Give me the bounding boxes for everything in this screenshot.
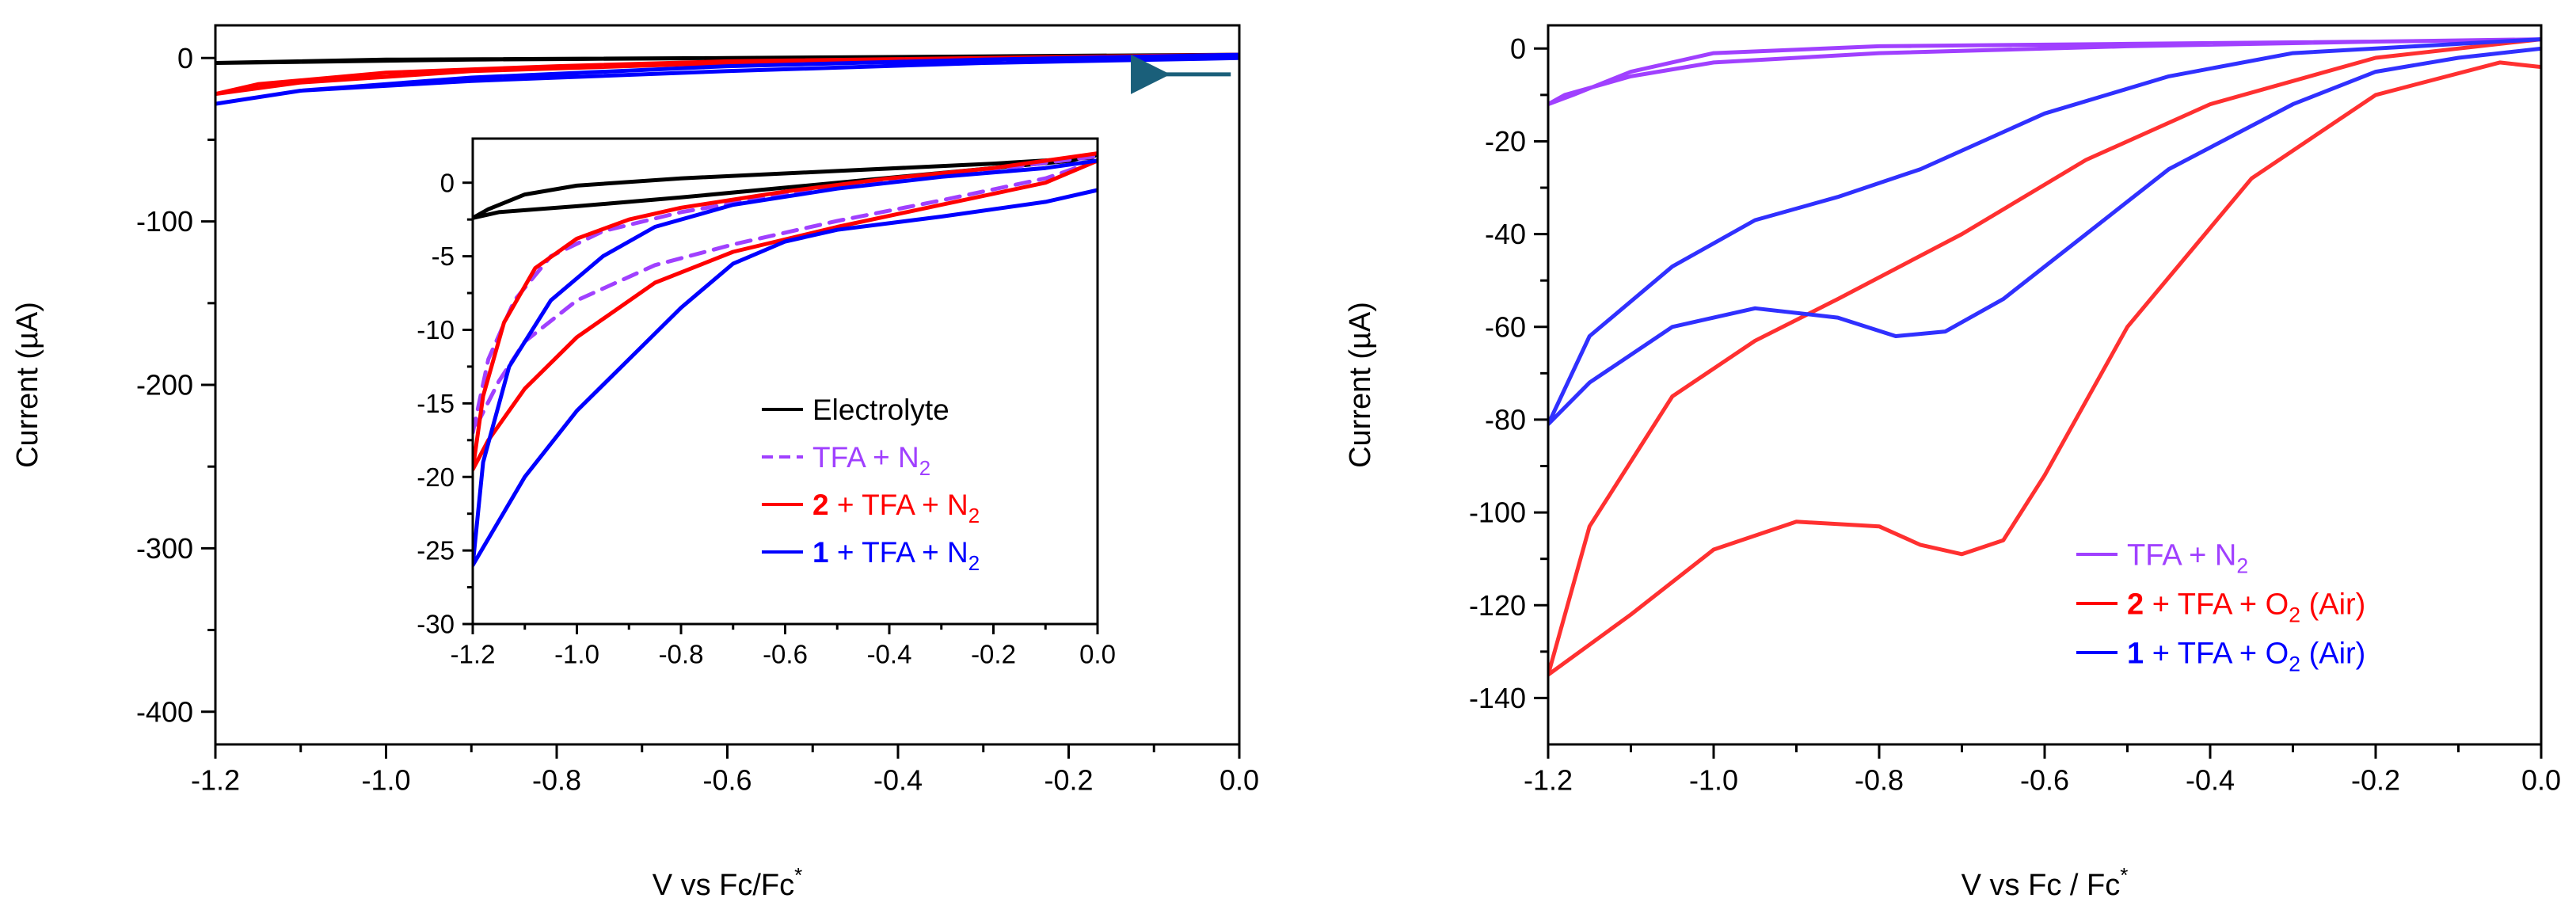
legend-entry: TFA + N2 xyxy=(2127,539,2248,577)
series-group xyxy=(473,151,1098,568)
y-tick-label: -120 xyxy=(1469,589,1526,622)
legend-entry: Electrolyte xyxy=(812,394,949,426)
x-tick-label: -1.2 xyxy=(451,639,496,668)
x-tick-label: -0.4 xyxy=(2186,764,2235,797)
y-tick-label: -60 xyxy=(1485,310,1526,343)
y-axis-label: Current (µA) xyxy=(11,302,44,468)
x-tick-label: -0.2 xyxy=(971,639,1016,668)
y-tick-label: -140 xyxy=(1469,682,1526,714)
y-tick-label: -20 xyxy=(417,462,455,492)
x-tick-label: -0.8 xyxy=(532,764,581,797)
plot-right: -1.2 -1.0 -0.8 -0.6 -0.4 -0.2 0.0 0 -20 -40 -60 -80… xyxy=(1344,24,2561,902)
y-tick-label: -20 xyxy=(1485,125,1526,158)
legend-entry: 1 + TFA + O2 (Air) xyxy=(2127,637,2365,676)
x-tick-label: -0.2 xyxy=(1044,764,1093,797)
y-tick-label: -40 xyxy=(1485,218,1526,250)
y-tick-label: -80 xyxy=(1485,404,1526,436)
x-tick-label: -0.8 xyxy=(659,639,704,668)
plot-left-inset: -1.2 -1.0 -0.8 -0.6 -0.4 -0.2 0.0 0 -5 -10 -15 -20 -… xyxy=(417,137,1116,668)
x-tick-label: -0.2 xyxy=(2351,764,2400,797)
y-axis-label: Current (µA) xyxy=(1344,302,1377,468)
y-tick-label: -200 xyxy=(136,369,193,402)
y-tick-label: -400 xyxy=(136,695,193,728)
y-tick-label: 0 xyxy=(1510,32,1526,65)
x-tick-label: -0.6 xyxy=(702,764,751,797)
x-tick-label: -0.8 xyxy=(1855,764,1904,797)
inset-background xyxy=(473,139,1098,624)
series-line-2-tfa-n2 xyxy=(473,151,1098,472)
legend-entry: 2 + TFA + O2 (Air) xyxy=(2127,588,2365,626)
series-group xyxy=(215,52,1239,106)
y-tick-label: 0 xyxy=(440,168,455,197)
x-tick-label: -1.2 xyxy=(191,764,240,797)
series-line-1-tfa-n2 xyxy=(473,158,1098,568)
y-tick-label: -100 xyxy=(136,205,193,238)
legend-entry: 2 + TFA + N2 xyxy=(812,489,980,527)
y-tick-label: -300 xyxy=(136,532,193,565)
x-axis-label: V vs Fc/Fc* xyxy=(653,863,803,902)
series-line-1-tfa-o2-air- xyxy=(1548,37,2541,427)
plot-left-main: -1.2 -1.0 -0.8 -0.6 -0.4 -0.2 0.00-100-200-300… xyxy=(11,24,1259,902)
x-axis-label: V vs Fc / Fc* xyxy=(1961,863,2129,902)
legend-entry: TFA + N2 xyxy=(812,441,930,480)
plot-frame xyxy=(1547,24,2543,746)
y-tick-label: 0 xyxy=(177,42,193,74)
x-tick-label: -0.4 xyxy=(867,639,912,668)
x-tick-label: -1.2 xyxy=(1524,764,1573,797)
x-tick-label: 0.0 xyxy=(1220,764,1259,797)
y-tick-label: -100 xyxy=(1469,497,1526,529)
x-tick-label: -1.0 xyxy=(1689,764,1738,797)
x-tick-label: -1.0 xyxy=(554,639,599,668)
y-tick-label: -15 xyxy=(417,389,455,418)
series-line-2-tfa-n2 xyxy=(215,52,1239,97)
x-tick-label: 0.0 xyxy=(2521,764,2561,797)
series-line-1-tfa-n2 xyxy=(215,52,1239,106)
series-line-tfa-n2 xyxy=(1548,37,2541,107)
y-tick-label: -10 xyxy=(417,315,455,344)
x-tick-label: -0.4 xyxy=(873,764,923,797)
series-line-2-tfa-o2-air- xyxy=(1548,37,2541,677)
x-tick-label: -0.6 xyxy=(2020,764,2069,797)
x-tick-label: 0.0 xyxy=(1079,639,1116,668)
series-group xyxy=(1548,37,2541,677)
legend-entry: 1 + TFA + N2 xyxy=(812,536,980,575)
x-tick-label: -0.6 xyxy=(763,639,808,668)
series-line-electrolyte xyxy=(215,52,1239,65)
x-tick-label: -1.0 xyxy=(361,764,410,797)
y-tick-label: -25 xyxy=(417,536,455,565)
series-line-tfa-n2 xyxy=(473,154,1098,435)
y-tick-label: -5 xyxy=(432,242,455,271)
y-tick-label: -30 xyxy=(417,610,455,639)
